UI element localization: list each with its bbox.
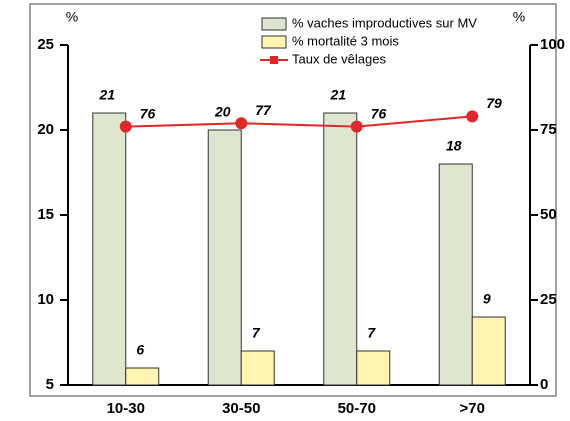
y-tick-label: 25 xyxy=(37,36,54,53)
y-axis-label: % xyxy=(66,9,78,25)
data-label: 20 xyxy=(214,104,231,120)
legend-label: % mortalité 3 mois xyxy=(292,33,399,48)
data-label: 7 xyxy=(252,325,261,341)
legend-marker xyxy=(270,56,278,64)
data-label: 21 xyxy=(329,87,346,103)
legend-label: Taux de vêlages xyxy=(292,51,386,66)
bar xyxy=(125,367,160,386)
bar xyxy=(323,112,358,386)
x-tick-label: 30-50 xyxy=(222,400,260,417)
frame xyxy=(29,3,557,397)
data-label: 9 xyxy=(483,291,491,307)
y2-tick-label: 75 xyxy=(540,121,557,138)
y2-tick-label: 0 xyxy=(540,376,548,393)
bar xyxy=(356,350,391,386)
data-label: 76 xyxy=(140,105,156,121)
data-label: 7 xyxy=(367,325,376,341)
data-label: 79 xyxy=(486,95,502,111)
x-tick-label: 50-70 xyxy=(338,400,376,417)
y-tick-label: 5 xyxy=(46,376,54,393)
data-label: 18 xyxy=(446,138,462,154)
marker xyxy=(119,120,132,133)
x-tick-label: 10-30 xyxy=(107,400,145,417)
legend-swatch xyxy=(261,35,287,49)
x-tick-label: >70 xyxy=(460,400,485,417)
data-label: 77 xyxy=(255,102,272,118)
data-label: 76 xyxy=(371,105,387,121)
data-label: 6 xyxy=(136,342,144,358)
legend-swatch xyxy=(261,17,287,31)
data-label: 21 xyxy=(98,87,115,103)
y2-tick-label: 50 xyxy=(540,206,557,223)
marker xyxy=(350,120,363,133)
line xyxy=(125,115,473,128)
y2-axis-label: % xyxy=(513,9,525,25)
y-tick-label: 15 xyxy=(37,206,54,223)
y-tick-label: 10 xyxy=(37,291,54,308)
bar xyxy=(240,350,275,386)
y2-tick-label: 100 xyxy=(540,36,565,53)
marker xyxy=(235,117,248,130)
marker xyxy=(466,110,479,123)
bar xyxy=(92,112,127,386)
y2-tick-label: 25 xyxy=(540,291,557,308)
y-tick-label: 20 xyxy=(37,121,54,138)
legend-label: % vaches improductives sur MV xyxy=(292,15,477,30)
bar xyxy=(471,316,506,386)
bar xyxy=(207,129,242,386)
bar xyxy=(438,163,473,386)
